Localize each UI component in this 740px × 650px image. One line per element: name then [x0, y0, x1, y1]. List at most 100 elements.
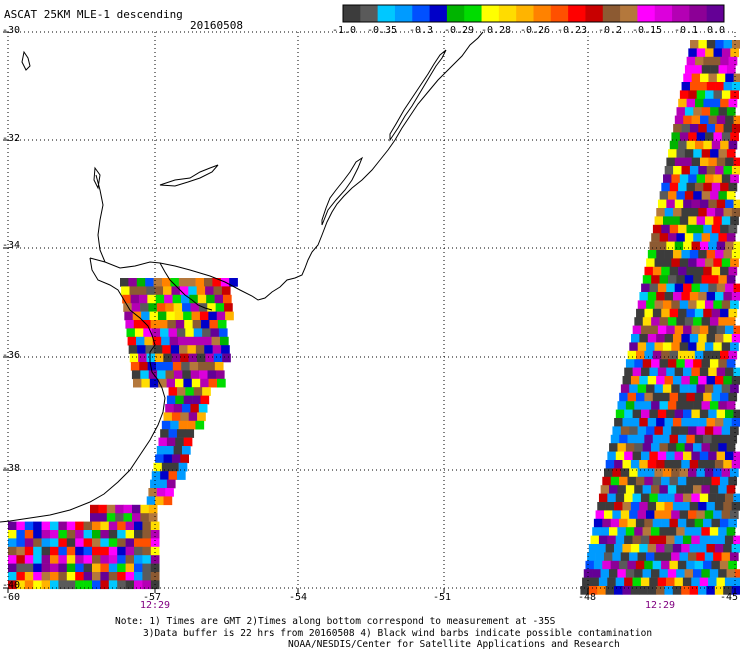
swath-cell: [632, 493, 642, 503]
swath-cell: [708, 283, 718, 293]
swath-cell: [176, 471, 186, 480]
coastline-lake-north: [159, 164, 219, 187]
swath-cell: [706, 418, 716, 427]
swath-cell: [710, 149, 719, 158]
swath-cell: [125, 521, 135, 531]
swath-cell: [691, 451, 701, 461]
swath-cell: [671, 216, 681, 226]
swath-cell: [681, 544, 690, 553]
swath-cell: [646, 342, 655, 352]
swath-cell: [713, 300, 723, 310]
swath-cell: [640, 451, 650, 461]
swath-cell: [175, 378, 184, 388]
swath-cell: [187, 345, 197, 354]
swath-cell: [726, 107, 736, 116]
swath-cell: [612, 510, 622, 520]
swath-cell: [659, 191, 669, 200]
swath-cell: [649, 451, 659, 461]
swath-cell: [723, 376, 733, 385]
swath-cell: [624, 493, 633, 503]
swath-cell: [202, 328, 211, 338]
swath-cell: [583, 569, 593, 578]
swath-cell: [719, 518, 729, 528]
swath-cell: [654, 342, 664, 352]
swath-cell: [711, 476, 721, 486]
swath-cell: [8, 521, 17, 531]
swath-cell: [723, 292, 733, 301]
swath-cell: [654, 258, 664, 268]
swath-cell: [160, 471, 169, 480]
colorbar-swatch: [637, 5, 656, 22]
swath-cell: [206, 362, 216, 371]
swath-cell: [706, 586, 716, 595]
swath-cell: [708, 535, 717, 545]
swath-cell: [669, 434, 679, 444]
swath-cell: [679, 90, 689, 100]
swath-cell: [720, 98, 729, 108]
swath-cell: [161, 336, 170, 346]
swath-cell: [647, 418, 657, 427]
swath-cell: [615, 451, 625, 461]
swath-cell: [730, 468, 739, 478]
swath-cell: [696, 552, 706, 562]
swath-cell: [728, 392, 738, 402]
swath-cell: [730, 174, 739, 184]
swath-cell: [684, 275, 694, 284]
swath-cell: [153, 278, 163, 287]
swath-cell: [704, 300, 714, 310]
swath-cell: [708, 115, 718, 125]
swath-cell: [157, 311, 167, 321]
swath-cell: [147, 362, 157, 371]
swath-cell: [210, 328, 220, 338]
swath-cell: [686, 518, 695, 528]
swath-cell: [713, 174, 723, 184]
swath-cell: [173, 446, 183, 455]
swath-cell: [674, 115, 684, 125]
swath-cell: [713, 48, 723, 58]
swath-cell: [108, 521, 118, 531]
swath-cell: [650, 569, 660, 578]
swath-cell: [715, 250, 724, 259]
coastline-rio-de-la-plata: [0, 257, 166, 523]
swath-cell: [632, 367, 642, 377]
swath-cell: [723, 208, 733, 217]
swath-cell: [90, 504, 99, 514]
swath-cell: [83, 521, 93, 531]
colorbar-swatch: [360, 5, 379, 22]
swath-cell: [131, 303, 141, 312]
swath-cell: [100, 580, 110, 590]
swath-cell: [701, 149, 711, 158]
swath-cell: [661, 224, 671, 234]
swath-cell: [642, 275, 652, 284]
swath-cell: [123, 303, 132, 312]
swath-cell: [625, 443, 635, 452]
swath-cell: [641, 283, 650, 293]
swath-cell: [706, 166, 716, 175]
swath-cell: [733, 157, 740, 167]
swath-cell: [170, 420, 179, 430]
colorbar-swatch: [377, 5, 396, 22]
colorbar-label: -1.0: [331, 25, 357, 36]
swath-cell: [657, 535, 667, 545]
swath-cell: [689, 124, 699, 133]
swath-cell: [16, 521, 26, 531]
swath-cell: [146, 286, 155, 296]
swath-cell: [706, 376, 716, 385]
swath-cell: [645, 552, 655, 562]
swath-cell: [603, 510, 613, 520]
swath-cell: [173, 404, 183, 413]
swath-cell: [608, 569, 618, 578]
swath-cell: [193, 328, 203, 338]
swath-cell: [155, 496, 164, 506]
swath-cell: [620, 384, 630, 394]
swath-cell: [672, 334, 682, 343]
colorbar-swatch: [602, 5, 621, 22]
swath-time-left: 12:29: [139, 600, 171, 611]
swath-cell: [126, 328, 136, 338]
swath-cell: [669, 392, 679, 402]
swath-cell: [667, 317, 677, 326]
swath-cell: [656, 376, 665, 385]
swath-cell: [127, 336, 137, 346]
swath-cell: [689, 82, 699, 91]
swath-cell: [617, 401, 627, 410]
